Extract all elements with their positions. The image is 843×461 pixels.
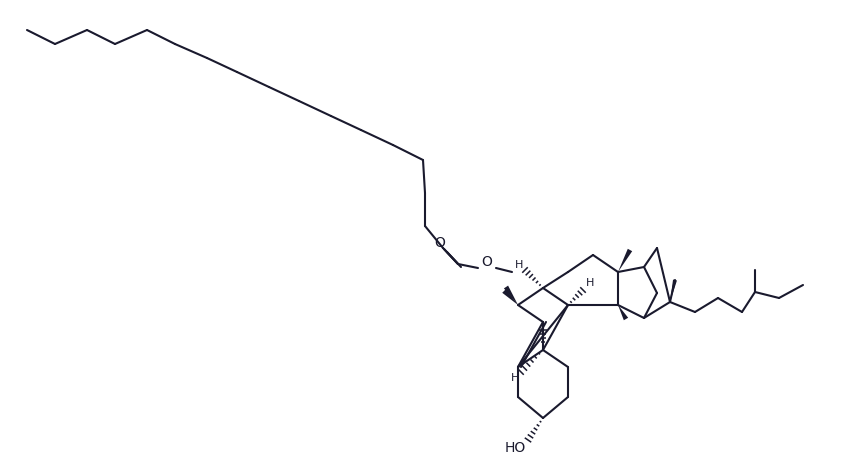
Polygon shape — [670, 279, 677, 302]
Text: H: H — [586, 278, 594, 288]
Polygon shape — [618, 249, 632, 272]
Polygon shape — [502, 289, 518, 305]
Polygon shape — [618, 305, 628, 320]
Text: H: H — [515, 260, 524, 270]
Text: HO: HO — [504, 441, 526, 455]
Text: O: O — [481, 255, 492, 269]
Text: O: O — [434, 236, 445, 250]
Text: H: H — [511, 373, 519, 383]
Polygon shape — [504, 286, 518, 305]
